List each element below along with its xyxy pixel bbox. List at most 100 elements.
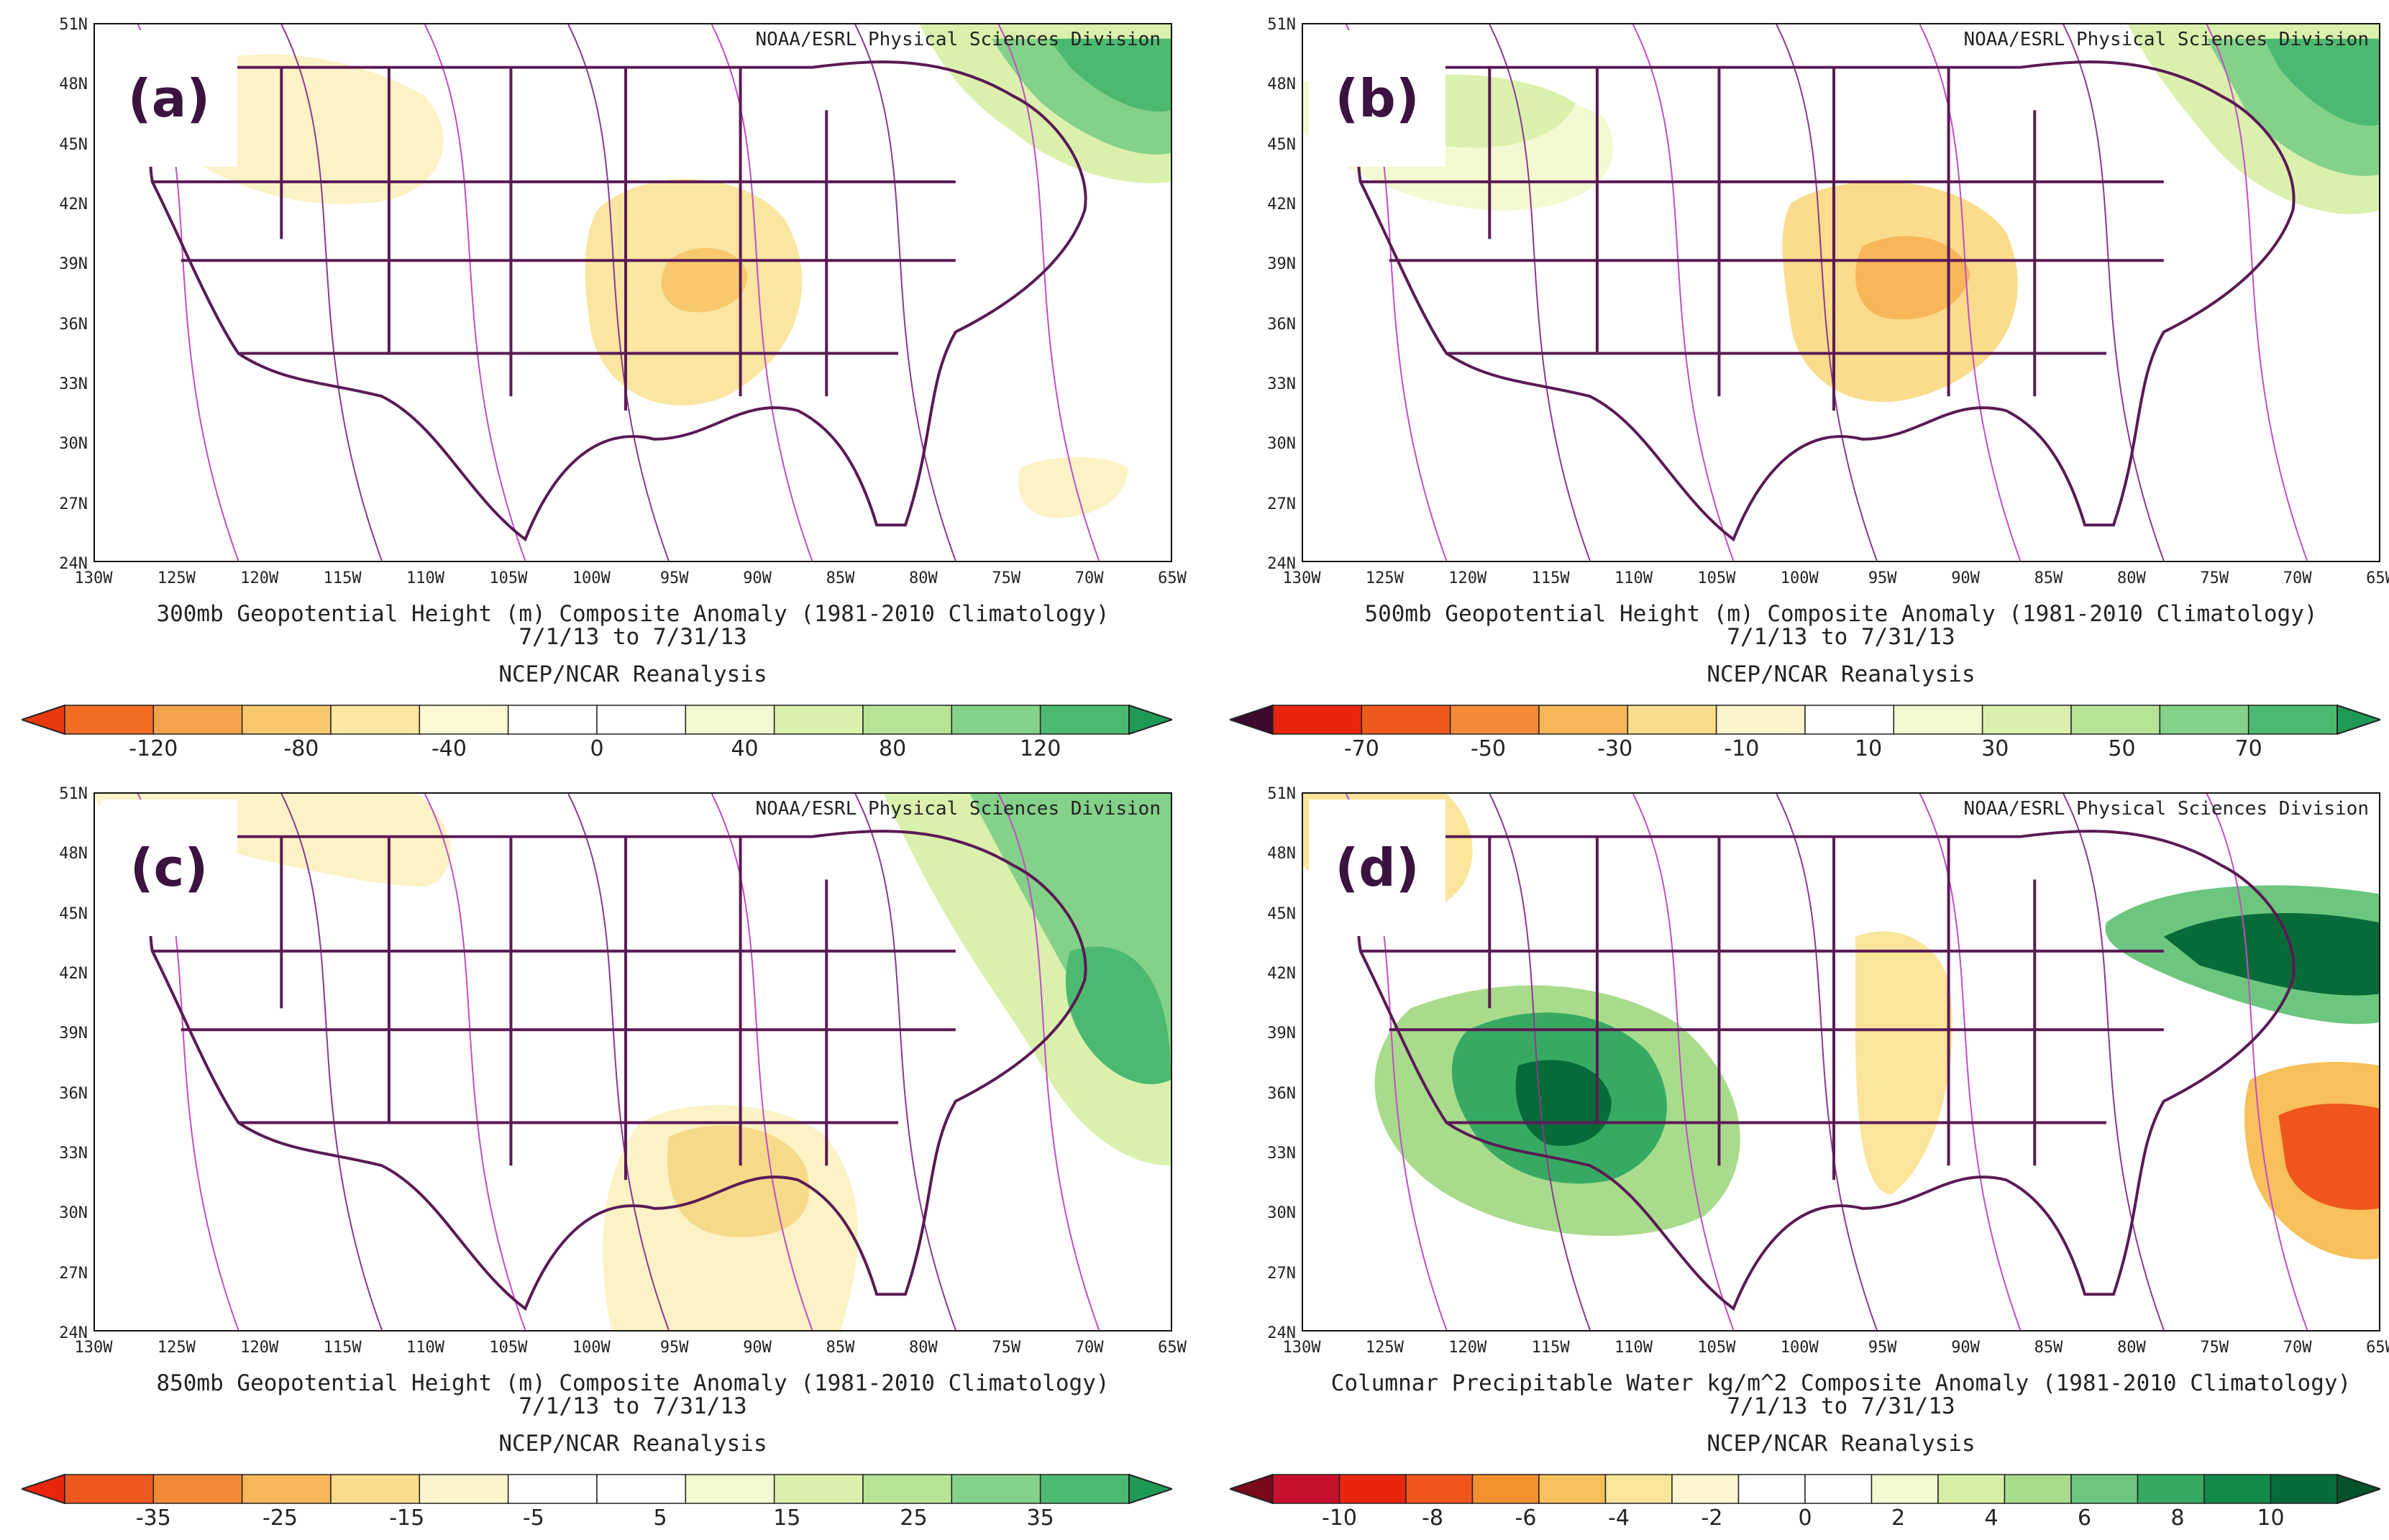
map-canvas — [95, 794, 1171, 1330]
colorbar-label: -2 — [1701, 1505, 1723, 1531]
lon-tick-label: 100W — [1780, 1339, 1819, 1357]
lat-tick-label: 42N — [1267, 196, 1296, 214]
colorbar-segment — [241, 1474, 332, 1504]
contour-line — [2206, 24, 2308, 561]
anomaly-region — [2278, 1104, 2379, 1210]
caption-dates: 7/1/13 to 7/31/13 — [519, 624, 747, 650]
colorbar-label: 0 — [590, 736, 604, 761]
anomaly-region — [667, 1125, 810, 1237]
colorbar-segment — [2247, 705, 2338, 735]
colorbar-segment — [1405, 1474, 1474, 1504]
lat-tick-label: 39N — [59, 255, 88, 274]
map-canvas — [1303, 24, 2379, 561]
colorbar-labels: -10 -8 -6 -4 -2 0 2 4 6 8 10 — [1230, 1505, 2380, 1534]
colorbar-segment — [1272, 705, 1363, 735]
lat-tick-label: 36N — [1267, 315, 1296, 334]
state-border — [1488, 67, 2037, 411]
colorbar-label: -8 — [1422, 1505, 1443, 1531]
colorbar-arrow-left — [1227, 1473, 1274, 1505]
colorbar-label: -80 — [283, 736, 319, 761]
lat-tick-label: 36N — [59, 1084, 88, 1103]
lon-tick-label: 65W — [2366, 1339, 2389, 1357]
colorbar-segment — [951, 1474, 1041, 1504]
anomaly-region — [2264, 38, 2379, 126]
state-border — [1357, 830, 2296, 1311]
colorbar-label: -10 — [1322, 1505, 1357, 1531]
caption-title: 500mb Geopotential Height (m) Composite … — [1364, 601, 2318, 627]
contour-line — [1919, 794, 2022, 1330]
caption-source: NCEP/NCAR Reanalysis — [1707, 1431, 1975, 1457]
contour-line — [424, 24, 526, 561]
panel-letter: (a) — [101, 30, 237, 167]
lon-tick-label: 130W — [1282, 569, 1321, 587]
colorbar-label: 120 — [1020, 736, 1061, 761]
lat-tick-label: 42N — [59, 196, 88, 214]
caption-title: Columnar Precipitable Water kg/m^2 Compo… — [1330, 1370, 2352, 1396]
colorbar-segment — [2203, 1474, 2272, 1504]
caption-dates: 7/1/13 to 7/31/13 — [1727, 1393, 1955, 1419]
lon-tick-label: 75W — [2200, 1339, 2229, 1357]
colorbar-segment — [152, 705, 243, 735]
panel-a: NOAA/ESRL Physical Sciences Division (a)… — [0, 0, 1187, 761]
lon-tick-label: 75W — [2200, 569, 2229, 587]
lon-tick-label: 90W — [1951, 1339, 1980, 1357]
lon-tick-label: 85W — [826, 1339, 855, 1357]
colorbar-arrow-left — [19, 1473, 65, 1505]
colorbar-segment — [64, 1474, 155, 1504]
lon-tick-label: 100W — [1780, 569, 1819, 587]
lon-tick-label: 80W — [908, 1339, 938, 1357]
colorbar-arrow-left — [19, 704, 65, 735]
lat-tick-label: 27N — [59, 1264, 88, 1283]
colorbar-segment — [2270, 1474, 2338, 1504]
colorbar-label: -10 — [1724, 736, 1760, 761]
colorbar-segment — [1981, 705, 2072, 735]
lat-tick-label: 24N — [1267, 555, 1296, 573]
contour-line — [1776, 24, 1878, 561]
contour-line — [1489, 794, 1591, 1330]
state-border — [149, 60, 1087, 542]
state-border — [149, 830, 1087, 1311]
colorbar-label: -25 — [262, 1505, 298, 1531]
lon-tick-label: 110W — [1614, 1339, 1653, 1357]
colorbar-segment — [507, 705, 598, 735]
lon-tick-label: 65W — [2366, 569, 2389, 587]
lat-tick-label: 33N — [1267, 375, 1296, 393]
colorbar-segment — [2137, 1474, 2205, 1504]
colorbar — [1227, 704, 2383, 735]
lon-tick-label: 65W — [1158, 569, 1187, 587]
lon-tick-label: 85W — [2034, 1339, 2063, 1357]
panel-letter: (d) — [1309, 799, 1445, 936]
colorbar-segment — [862, 705, 953, 735]
lat-tick-label: 30N — [59, 435, 88, 454]
caption-title: 300mb Geopotential Height (m) Composite … — [156, 601, 1110, 627]
contour-line — [854, 794, 956, 1330]
contour-line — [997, 794, 1100, 1330]
lat-tick-label: 30N — [1267, 435, 1296, 454]
lat-tick-label: 36N — [1267, 1084, 1296, 1103]
colorbar — [19, 704, 1175, 735]
lon-tick-label: 120W — [240, 1339, 279, 1357]
lat-tick-label: 24N — [59, 1324, 88, 1342]
colorbar-segment — [1449, 705, 1540, 735]
contour-line — [1632, 794, 1735, 1330]
lat-tick-label: 24N — [59, 555, 88, 573]
lat-tick-label: 48N — [59, 845, 88, 863]
lon-tick-label: 130W — [1282, 1339, 1321, 1357]
colorbar-segment — [64, 705, 155, 735]
colorbar-label: -35 — [135, 1505, 171, 1531]
lat-tick-label: 39N — [1267, 1025, 1296, 1043]
contour-line — [997, 24, 1100, 561]
colorbar-segment — [419, 1474, 509, 1504]
colorbar-segment — [1804, 1474, 1873, 1504]
lat-tick-label: 33N — [1267, 1145, 1296, 1163]
lon-tick-label: 115W — [323, 569, 362, 587]
lon-tick-label: 125W — [157, 569, 196, 587]
state-border — [1357, 60, 2296, 542]
colorbar-label: -30 — [1597, 736, 1633, 761]
colorbar-segment — [1471, 1474, 1540, 1504]
map-canvas — [137, 24, 1171, 561]
contour-line — [854, 24, 956, 561]
colorbar-arrow-right — [2337, 1473, 2383, 1505]
colorbar-segment — [507, 1474, 598, 1504]
colorbar-label: -4 — [1608, 1505, 1630, 1531]
